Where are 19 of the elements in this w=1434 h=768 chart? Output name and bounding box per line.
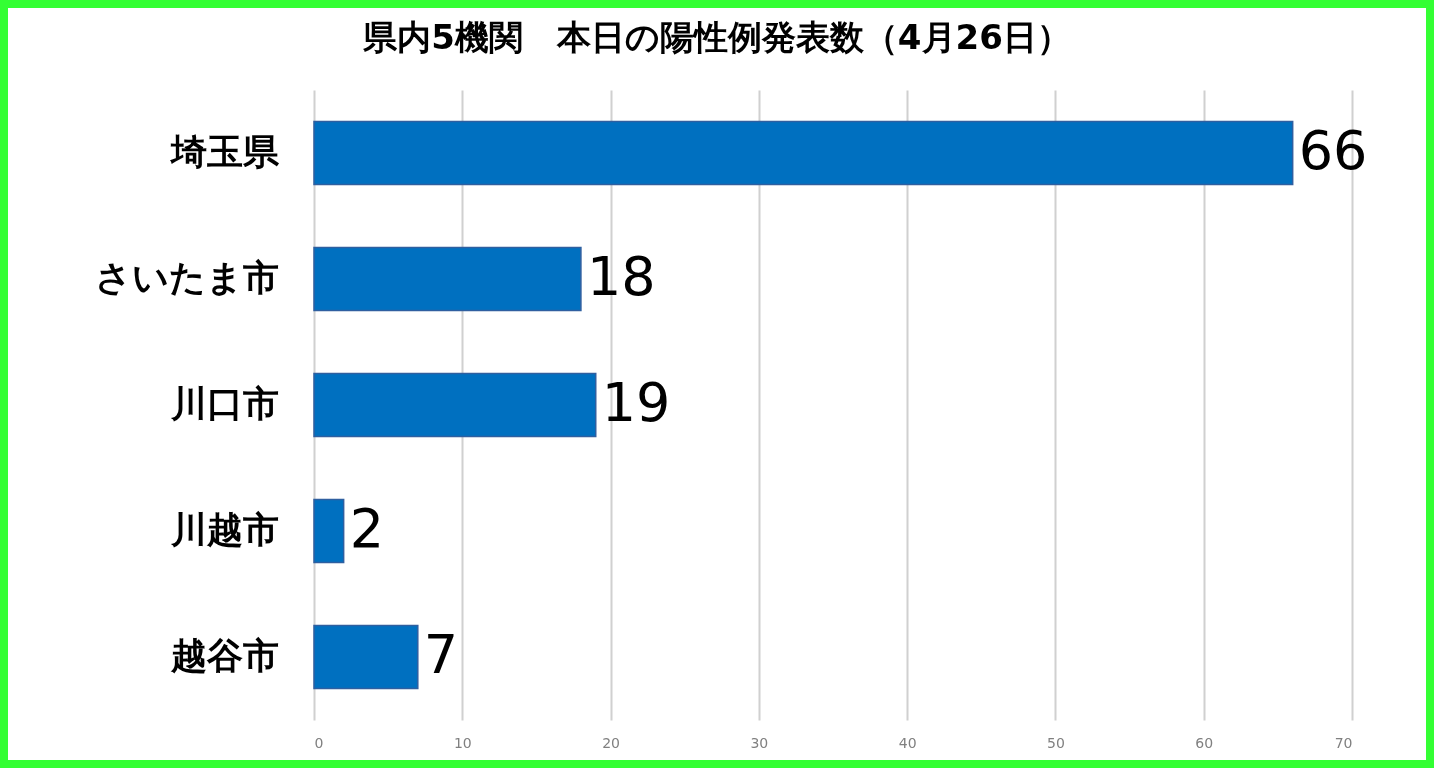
data-label: 7 [423, 623, 459, 686]
data-label: 2 [349, 497, 385, 560]
y-tick-label: さいたま市 [94, 257, 279, 298]
x-tick-label: 20 [602, 734, 620, 751]
y-tick-label: 川口市 [169, 383, 279, 424]
x-tick-label: 30 [750, 734, 769, 751]
y-tick-label: 川越市 [169, 509, 279, 550]
x-tick-label: 60 [1195, 734, 1214, 751]
x-tick-label: 10 [453, 734, 472, 751]
y-tick-label: 埼玉県 [168, 131, 280, 172]
y-tick-label: 越谷市 [169, 635, 279, 676]
data-label: 18 [586, 245, 656, 308]
chart-title: 県内5機関 本日の陽性例発表数（4月26日） [362, 17, 1071, 57]
x-tick-label: 50 [1047, 734, 1065, 751]
data-label: 66 [1298, 119, 1368, 182]
x-tick-label: 70 [1334, 734, 1353, 751]
x-tick-label: 0 [314, 734, 324, 751]
data-label: 19 [601, 371, 671, 434]
x-tick-label: 40 [898, 734, 917, 751]
